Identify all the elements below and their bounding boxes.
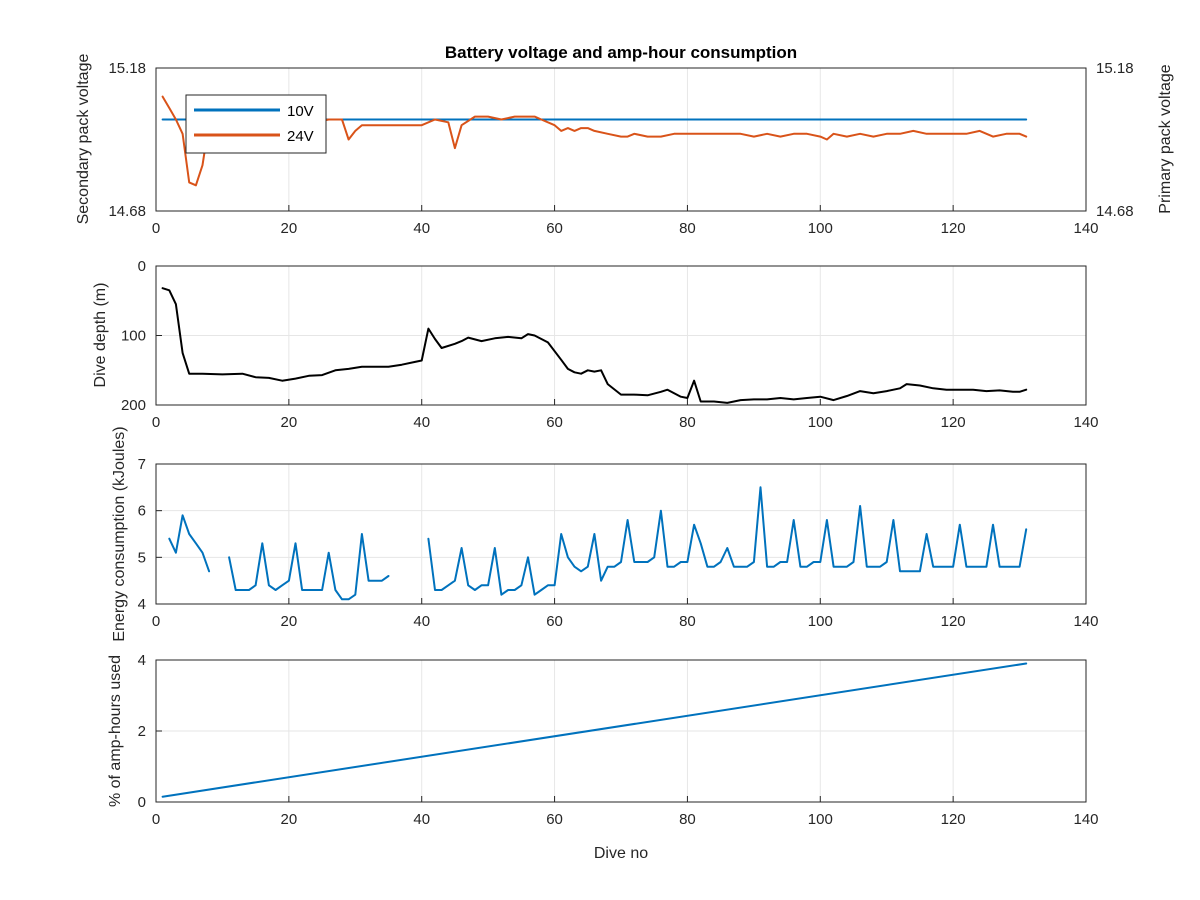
energy-panel: 0 20 40 60 80 100 120 140 4 5 6 7 Energy consumptio… xyxy=(111,426,1099,641)
depth-line-series-0 xyxy=(161,287,1028,404)
legend-label-10v: 10V xyxy=(287,103,314,120)
amphours-ytick-label-1: 2 xyxy=(138,723,146,740)
energy-xtick-label-6: 120 xyxy=(941,613,966,630)
voltage-xtick-label-0: 0 xyxy=(152,220,160,237)
energy-xtick-label-1: 20 xyxy=(281,613,298,630)
depth-xtick-label-1: 20 xyxy=(281,414,298,431)
voltage-xtick-label-3: 60 xyxy=(546,220,563,237)
amphours-xtick-label-2: 40 xyxy=(413,811,430,828)
voltage-xtick-label-7: 140 xyxy=(1073,220,1098,237)
depth-xtick-label-2: 40 xyxy=(413,414,430,431)
voltage-right-ylabel: Primary pack voltage xyxy=(1157,64,1174,213)
voltage-ytick-label-1: 15.18 xyxy=(108,60,146,77)
energy-line-series-0-segment-2 xyxy=(427,486,1028,596)
energy-line-series-0-segment-0 xyxy=(168,514,211,573)
depth-ytick-label-2: 200 xyxy=(121,397,146,414)
depth-xtick-label-5: 100 xyxy=(808,414,833,431)
depth-ylabel: Dive depth (m) xyxy=(92,283,109,388)
voltage-axes-box xyxy=(155,67,1087,212)
energy-xtick-label-0: 0 xyxy=(152,613,160,630)
energy-xtick-label-7: 140 xyxy=(1073,613,1098,630)
x-axis-label: Dive no xyxy=(594,845,648,862)
voltage-xtick-label-2: 40 xyxy=(413,220,430,237)
voltage-xtick-label-1: 20 xyxy=(281,220,298,237)
energy-line-series-0-segment-1 xyxy=(228,533,390,601)
amphours-xtick-label-7: 140 xyxy=(1073,811,1098,828)
depth-panel: 0 20 40 60 80 100 120 140 0 100 200 Dive depth (m) xyxy=(92,258,1099,431)
amphours-xtick-label-6: 120 xyxy=(941,811,966,828)
legend-label-24v: 24V xyxy=(287,128,314,145)
voltage-xtick-label-6: 120 xyxy=(941,220,966,237)
depth-xtick-label-4: 80 xyxy=(679,414,696,431)
voltage-legend: 10V 24V xyxy=(185,94,327,154)
voltage-left-ylabel: Secondary pack voltage xyxy=(75,54,92,225)
voltage-xtick-label-4: 80 xyxy=(679,220,696,237)
energy-xtick-label-4: 80 xyxy=(679,613,696,630)
energy-xtick-label-2: 40 xyxy=(413,613,430,630)
depth-xtick-label-3: 60 xyxy=(546,414,563,431)
amphours-ytick-label-0: 0 xyxy=(138,794,146,811)
chart-title: Battery voltage and amp-hour consumption xyxy=(445,43,797,62)
energy-ytick-label-2: 6 xyxy=(138,503,146,520)
energy-ytick-label-0: 4 xyxy=(138,596,146,613)
voltage-ytick-right-label-0: 14.68 xyxy=(1096,203,1134,220)
amphours-xtick-label-5: 100 xyxy=(808,811,833,828)
depth-ytick-label-1: 100 xyxy=(121,328,146,345)
energy-xtick-label-3: 60 xyxy=(546,613,563,630)
amphours-xtick-label-4: 80 xyxy=(679,811,696,828)
amphours-panel: 0 20 40 60 80 100 120 140 0 2 4 % of amp-hours use… xyxy=(107,652,1099,862)
energy-axes-box xyxy=(155,463,1087,605)
amphours-xtick-label-0: 0 xyxy=(152,811,160,828)
depth-ytick-label-0: 0 xyxy=(138,258,146,275)
amphours-ylabel: % of amp-hours used xyxy=(107,655,124,807)
amphours-xtick-label-3: 60 xyxy=(546,811,563,828)
depth-xtick-label-0: 0 xyxy=(152,414,160,431)
energy-ytick-label-1: 5 xyxy=(138,549,146,566)
voltage-ytick-right-label-1: 15.18 xyxy=(1096,60,1134,77)
voltage-ytick-label-0: 14.68 xyxy=(108,203,146,220)
amphours-ytick-label-2: 4 xyxy=(138,652,146,669)
amphours-xtick-label-1: 20 xyxy=(281,811,298,828)
depth-xtick-label-6: 120 xyxy=(941,414,966,431)
amphours-line-series-0 xyxy=(161,662,1028,798)
energy-xtick-label-5: 100 xyxy=(808,613,833,630)
energy-ytick-label-3: 7 xyxy=(138,456,146,473)
energy-ylabel: Energy consumption (kJoules) xyxy=(111,426,128,641)
voltage-xtick-label-5: 100 xyxy=(808,220,833,237)
legend-box xyxy=(185,94,327,154)
depth-xtick-label-7: 140 xyxy=(1073,414,1098,431)
